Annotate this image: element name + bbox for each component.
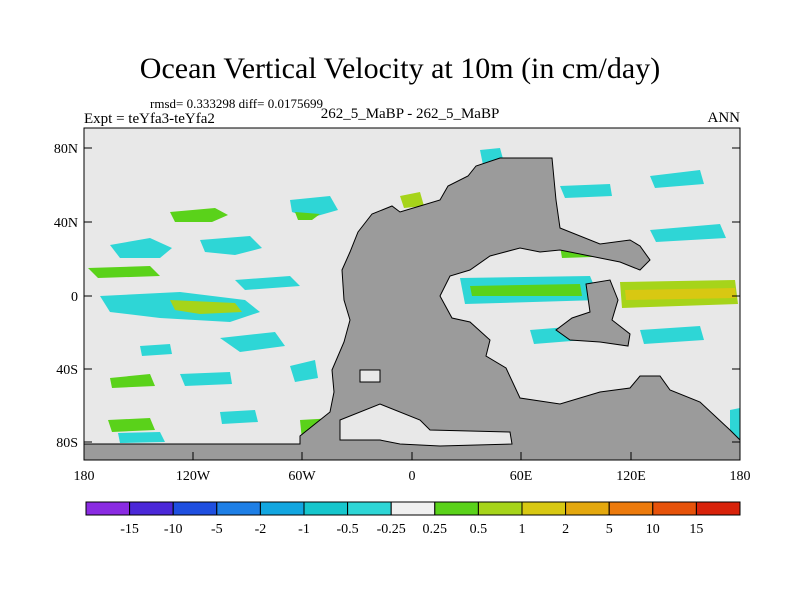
lat-tick-label: 0 bbox=[71, 290, 78, 305]
colorbar: -15 -10 -5 -2 -1 -0.5 -0.25 0.25 0.5 1 2 5 10 15 bbox=[85, 501, 741, 537]
colorbar-label: -5 bbox=[211, 522, 223, 537]
colorbar-swatch bbox=[216, 501, 261, 516]
lon-tick-label: 0 bbox=[409, 469, 416, 484]
lon-tick-label: 120W bbox=[176, 469, 211, 484]
colorbar-swatch bbox=[303, 501, 349, 516]
colorbar-label: -0.25 bbox=[377, 522, 406, 537]
colorbar-label: 10 bbox=[646, 522, 660, 537]
lat-tick-label: 80N bbox=[54, 142, 78, 157]
colorbar-swatch bbox=[565, 501, 610, 516]
lat-tick-label: 40N bbox=[54, 216, 78, 231]
inland-sea bbox=[359, 369, 381, 383]
landmass-south-pole-cutout bbox=[339, 403, 513, 447]
colorbar-label: 1 bbox=[519, 522, 526, 537]
lat-axis bbox=[84, 147, 740, 443]
season-label: ANN bbox=[707, 110, 741, 126]
experiment-label: Expt = teYfa3-teYfa2 bbox=[84, 111, 215, 127]
lon-tick-label: 180 bbox=[730, 469, 751, 484]
period-label: 262_5_MaBP - 262_5_MaBP bbox=[320, 106, 500, 122]
colorbar-swatch bbox=[434, 501, 479, 516]
colorbar-label: 15 bbox=[689, 522, 703, 537]
colorbar-swatch bbox=[652, 501, 697, 516]
lat-tick-label: 80S bbox=[56, 436, 78, 451]
colorbar-swatch bbox=[347, 501, 392, 516]
colorbar-label: -0.5 bbox=[337, 522, 359, 537]
colorbar-swatch bbox=[172, 501, 218, 516]
landmass-east-island bbox=[555, 279, 631, 347]
colorbar-label: 5 bbox=[606, 522, 613, 537]
lon-tick-label: 60E bbox=[510, 469, 533, 484]
lon-tick-label: 180 bbox=[74, 469, 95, 484]
colorbar-swatch bbox=[477, 501, 523, 516]
colorbar-label: 2 bbox=[562, 522, 569, 537]
colorbar-swatch bbox=[129, 501, 174, 516]
colorbar-label: 0.25 bbox=[423, 522, 448, 537]
colorbar-swatch bbox=[390, 501, 436, 516]
colorbar-label: -15 bbox=[120, 522, 139, 537]
lon-axis bbox=[83, 452, 741, 460]
lat-tick-label: 40S bbox=[56, 363, 78, 378]
colorbar-label: -10 bbox=[164, 522, 183, 537]
lon-tick-label: 120E bbox=[616, 469, 646, 484]
colorbar-swatch bbox=[85, 501, 131, 516]
map-title: Ocean Vertical Velocity at 10m (in cm/da… bbox=[139, 52, 661, 85]
colorbar-swatch bbox=[259, 501, 305, 516]
landmass-pangaea bbox=[83, 157, 741, 461]
colorbar-swatch bbox=[521, 501, 567, 516]
lon-tick-label: 60W bbox=[288, 469, 316, 484]
colorbar-swatch bbox=[695, 501, 741, 516]
stats-label: rmsd= 0.333298 diff= 0.0175699 bbox=[150, 96, 323, 111]
colorbar-label: -2 bbox=[255, 522, 267, 537]
colorbar-label: 0.5 bbox=[470, 522, 488, 537]
landmasses bbox=[83, 157, 741, 461]
colorbar-label: -1 bbox=[298, 522, 310, 537]
colorbar-swatch bbox=[608, 501, 654, 516]
